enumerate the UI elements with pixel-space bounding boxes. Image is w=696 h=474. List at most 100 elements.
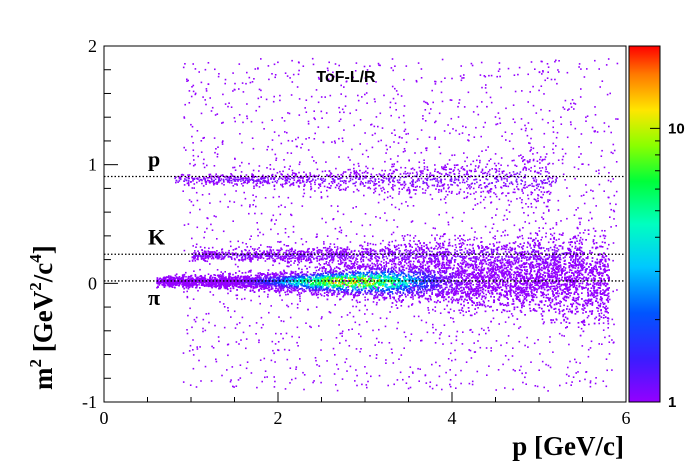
scatter-point [313,248,316,251]
scatter-point [532,249,534,251]
scatter-point [277,254,280,256]
scatter-point [208,251,211,254]
scatter-point [314,266,317,269]
scatter-point [197,255,200,258]
scatter-point [224,255,226,258]
scatter-point [434,257,436,259]
scatter-point [350,263,353,265]
scatter-point [504,184,506,187]
scatter-point [474,198,476,200]
scatter-point [580,264,583,267]
scatter-point [405,248,407,251]
scatter-point [548,199,551,201]
scatter-point [458,192,460,195]
scatter-point [266,252,268,255]
scatter-point [403,186,405,189]
scatter-point [308,253,311,255]
scatter-point [182,174,185,176]
scatter-point [426,179,429,182]
scatter-point [293,176,296,179]
scatter-point [535,181,537,183]
scatter-point [548,210,550,212]
scatter-point [577,278,580,281]
scatter-point [263,250,265,252]
scatter-point [427,185,430,188]
scatter-point [431,276,434,279]
scatter-point [240,183,243,185]
scatter-point [343,251,346,254]
scatter-point [419,242,421,244]
scatter-point [355,257,357,260]
scatter-point [396,248,398,251]
scatter-point [281,174,283,176]
scatter-point [496,247,499,249]
scatter-point [398,252,401,254]
scatter-point [188,184,190,187]
scatter-point [487,251,489,253]
scatter-point [283,251,285,254]
scatter-point [411,246,413,248]
scatter-point [498,198,501,201]
scatter-point [433,178,435,180]
scatter-point [404,256,406,259]
scatter-point [244,256,247,259]
scatter-point [470,170,472,173]
scatter-point [435,245,437,247]
scatter-point [332,180,335,182]
scatter-point [294,175,296,177]
scatter-point [555,222,558,224]
scatter-point [482,278,484,280]
scatter-point [506,180,508,182]
scatter-point [324,178,327,181]
scatter-point [507,176,510,178]
scatter-point [331,259,334,261]
scatter-point [568,247,571,250]
scatter-point [458,265,461,268]
scatter-point [526,256,529,258]
scatter-point [521,256,523,259]
scatter-point [325,258,328,260]
scatter-point [319,185,322,187]
scatter-point [232,175,234,177]
scatter-point [377,260,379,262]
scatter-point [537,240,539,242]
scatter-point [360,257,362,259]
scatter-point [412,263,414,265]
scatter-point [436,183,439,186]
scatter-point [213,183,215,186]
scatter-point [550,256,553,258]
scatter-point [487,183,490,185]
scatter-point [335,167,337,170]
scatter-point [211,178,213,181]
scatter-point [202,259,205,261]
scatter-point [318,259,321,262]
scatter-point [448,168,451,170]
scatter-point [370,252,373,255]
scatter-point [378,173,381,175]
scatter-point [468,254,471,256]
scatter-point [409,245,411,248]
scatter-point [558,233,561,236]
scatter-point [205,250,207,253]
scatter-point [343,253,346,256]
scatter-point [453,179,456,181]
scatter-point [424,177,427,180]
scatter-point [549,191,552,194]
scatter-point [568,252,571,254]
scatter-point [373,263,375,265]
scatter-point [483,198,485,201]
scatter-point [428,257,430,260]
scatter-point [187,181,190,184]
scatter-point [544,250,546,252]
scatter-point [521,237,524,240]
scatter-point [211,175,213,178]
scatter-point [392,165,395,168]
scatter-point [435,241,438,244]
scatter-point [181,173,184,176]
scatter-point [307,180,309,182]
scatter-point [550,267,553,270]
scatter-point [541,216,543,219]
scatter-point [489,190,492,193]
scatter-point [497,162,500,165]
scatter-point [439,185,441,187]
